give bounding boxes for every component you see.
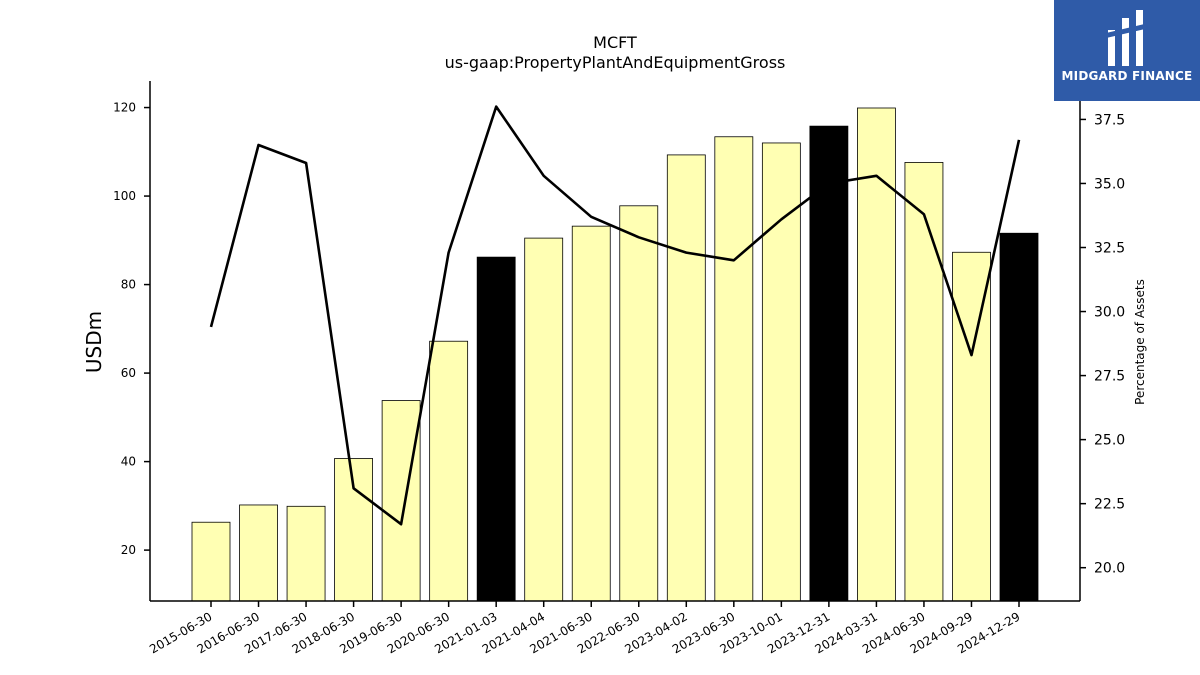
y-tick-label-left: 60 <box>121 366 136 380</box>
y-tick-label-left: 80 <box>121 278 136 292</box>
bar-2021-01-03 <box>476 256 516 602</box>
bar-2023-06-30 <box>714 136 754 602</box>
y-tick-label-right: 25.0 <box>1094 433 1125 449</box>
bar-2024-12-29 <box>999 232 1039 602</box>
logo-text: MIDGARD FINANCE <box>1061 69 1193 83</box>
bar-2023-12-31 <box>809 125 849 602</box>
bar-2021-04-04 <box>524 237 564 602</box>
y-axis-label-right: Percentage of Assets <box>1133 279 1147 405</box>
y-axis-label-left: USDm <box>82 311 106 373</box>
y-tick-label-left: 40 <box>121 455 136 469</box>
y-tick-label-left: 120 <box>113 101 136 115</box>
bar-series <box>191 107 1039 602</box>
y-tick-label-right: 27.5 <box>1094 369 1125 385</box>
logo: MIDGARD FINANCE <box>1054 0 1200 101</box>
bar-2020-06-30 <box>429 340 469 602</box>
chart-subtitle: us-gaap:PropertyPlantAndEquipmentGross <box>445 53 786 72</box>
bar-2023-10-01 <box>761 142 801 602</box>
y-tick-label-right: 35.0 <box>1094 176 1125 192</box>
bar-2024-09-29 <box>952 251 991 602</box>
y-tick-label-left: 20 <box>121 543 136 557</box>
midgard-logo-icon <box>1103 10 1148 66</box>
y-tick-label-right: 20.0 <box>1094 561 1125 577</box>
bar-2021-06-30 <box>571 225 611 602</box>
bar-2024-06-30 <box>904 162 944 602</box>
percentage-line <box>209 105 1021 526</box>
bar-2017-06-30 <box>286 505 326 602</box>
y-tick-label-right: 30.0 <box>1094 305 1125 321</box>
bar-2016-06-30 <box>239 504 278 602</box>
y-tick-label-left: 100 <box>113 189 136 203</box>
bar-2023-04-02 <box>666 154 706 602</box>
y-tick-label-right: 32.5 <box>1094 241 1125 257</box>
y-tick-label-right: 22.5 <box>1094 497 1125 513</box>
line-series <box>209 105 1021 526</box>
y-tick-label-right: 37.5 <box>1094 112 1125 128</box>
bar-2024-03-31 <box>857 107 896 602</box>
chart-title: MCFT <box>593 33 637 52</box>
bar-2015-06-30 <box>191 521 231 602</box>
bar-2019-06-30 <box>381 400 421 602</box>
bar-2022-06-30 <box>619 205 659 602</box>
